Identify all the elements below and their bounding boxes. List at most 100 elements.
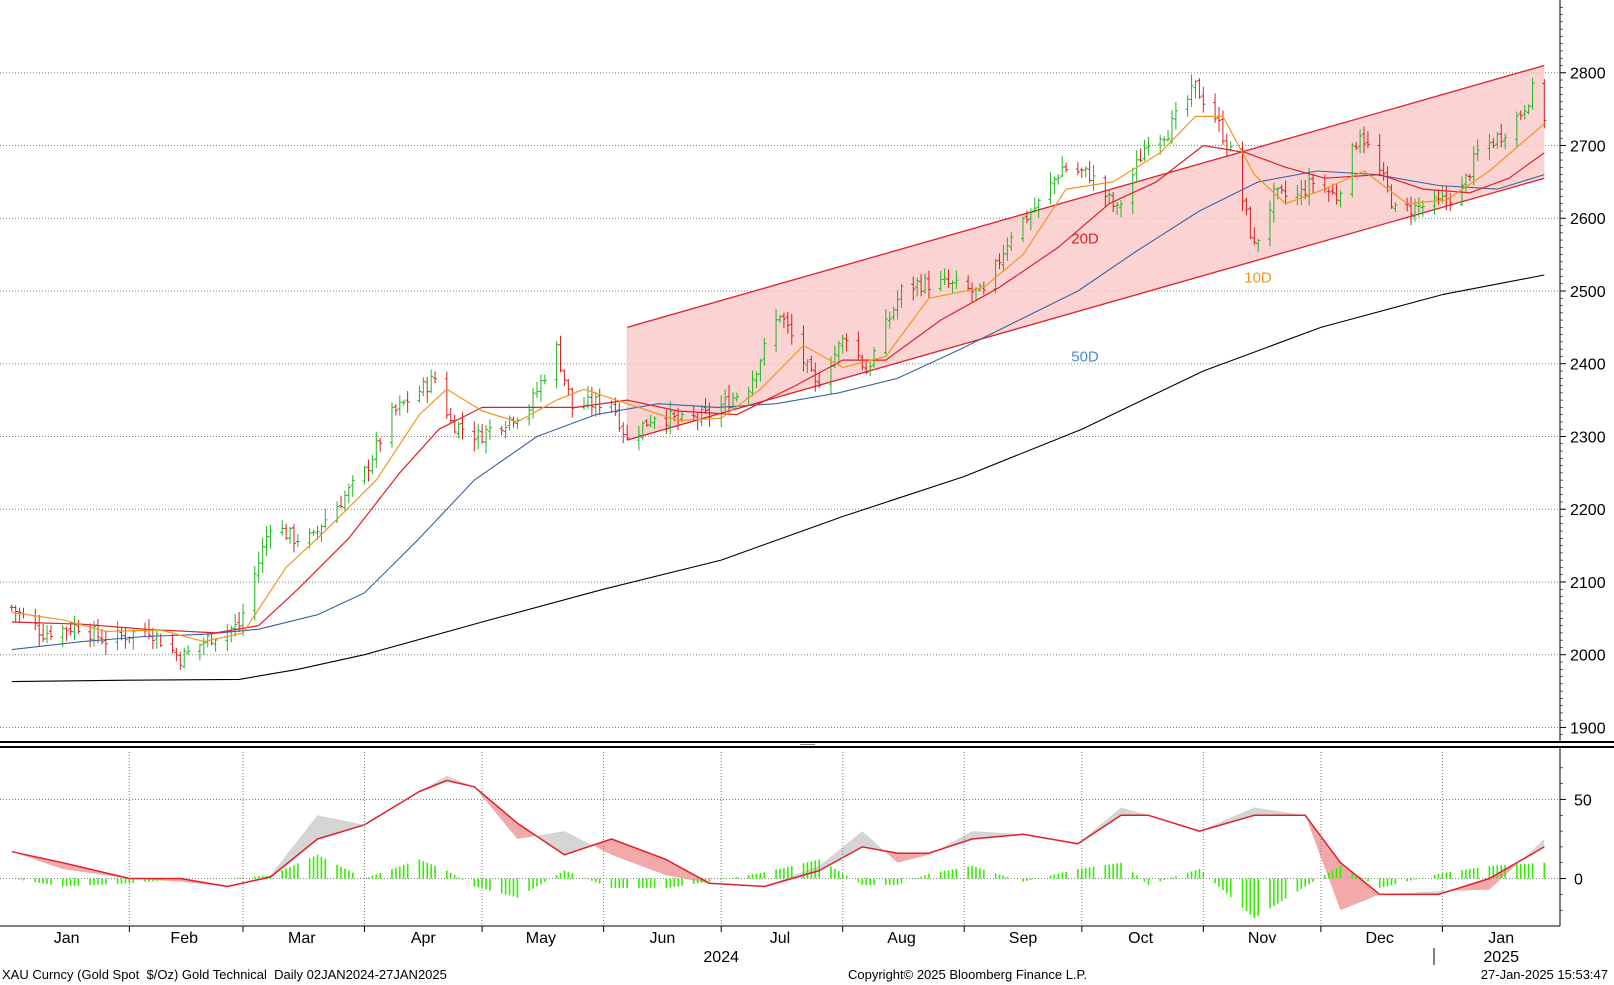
ohlc-bar <box>1381 162 1386 181</box>
ohlc-bar <box>1487 133 1492 160</box>
ohlc-bar <box>507 415 512 431</box>
ohlc-bar <box>762 338 767 366</box>
ohlc-bar <box>1432 190 1437 215</box>
ohlc-bar <box>1162 136 1167 147</box>
ohlc-bar <box>1130 167 1135 214</box>
ohlc-bar <box>1052 176 1057 195</box>
ohlc-bar <box>1362 126 1367 154</box>
ohlc-bar <box>938 270 943 292</box>
ribbon-bear-segment <box>133 878 228 887</box>
ohlc-bar <box>154 630 159 649</box>
ohlc-bar <box>268 524 273 549</box>
ohlc-bar <box>405 390 410 413</box>
x-month-label: Jan <box>1488 930 1514 947</box>
ohlc-bar <box>197 643 202 661</box>
ohlc-bar <box>476 423 481 450</box>
ohlc-bar <box>433 371 438 384</box>
ohlc-bar <box>750 370 755 397</box>
ohlc-bar <box>1032 197 1037 213</box>
ohlc-bar <box>1283 180 1288 205</box>
x-month-label: Mar <box>288 930 316 947</box>
ohlc-bar <box>1216 106 1221 132</box>
ohlc-bar <box>621 422 626 444</box>
ohlc-bar <box>691 405 696 421</box>
ohlc-bar <box>840 334 845 354</box>
ohlc-bar <box>1079 167 1084 179</box>
ohlc-bar <box>817 372 822 389</box>
ohlc-bar <box>319 524 324 543</box>
ohlc-bar <box>417 385 422 403</box>
channel-fill <box>627 65 1545 441</box>
ohlc-bar <box>868 361 873 377</box>
ribbon-bull-segment <box>1379 890 1451 895</box>
ohlc-bar <box>554 341 559 389</box>
ohlc-bar <box>1295 185 1300 206</box>
ohlc-bar <box>350 475 355 497</box>
ohlc-bar <box>1338 190 1343 208</box>
ohlc-bar <box>1460 176 1465 207</box>
ohlc-bar <box>499 426 504 436</box>
ohlc-bar <box>288 526 293 544</box>
price-y-tick-label: 2500 <box>1570 284 1606 301</box>
ohlc-bar <box>17 607 22 622</box>
ohlc-bar <box>625 424 630 441</box>
ohlc-bar <box>1103 175 1108 208</box>
ohlc-bar <box>339 495 344 509</box>
ohlc-bar <box>401 399 406 406</box>
ohlc-bar <box>1138 148 1143 163</box>
ohlc-bar <box>37 614 42 647</box>
ohlc-bar <box>1075 162 1080 176</box>
ohlc-bar <box>1244 197 1249 216</box>
ohlc-bar <box>1365 131 1370 149</box>
ohlc-bar <box>511 416 516 428</box>
ohlc-bar <box>836 340 841 366</box>
ohlc-bar <box>1021 216 1026 243</box>
ohlc-bar <box>734 392 739 402</box>
ohlc-bar <box>448 407 453 423</box>
ohlc-bar <box>1416 197 1421 218</box>
ohlc-bar <box>723 389 728 412</box>
ohlc-bar <box>264 526 269 556</box>
ma200-line <box>11 274 1545 683</box>
ohlc-bar <box>291 524 296 553</box>
ohlc-bar <box>295 533 300 548</box>
ohlc-bar <box>1409 196 1414 226</box>
price-y-tick-label: 2200 <box>1570 502 1606 519</box>
ma20-line <box>11 144 1545 634</box>
ohlc-bar <box>1064 162 1069 173</box>
ohlc-bar <box>813 362 818 392</box>
ohlc-bar <box>562 369 567 386</box>
ohlc-bar <box>186 645 191 656</box>
price-y-tick-label: 2300 <box>1570 429 1606 446</box>
ohlc-bar <box>1115 201 1120 216</box>
ohlc-bar <box>585 386 590 409</box>
x-month-label: Apr <box>411 930 437 947</box>
ohlc-bar <box>954 270 959 289</box>
ohlc-bar <box>911 276 916 301</box>
ohlc-bar <box>178 651 183 670</box>
ohlc-bar <box>515 417 520 430</box>
channel-lower-line <box>626 177 1545 441</box>
ohlc-bar <box>1354 141 1359 151</box>
ohlc-bar <box>582 397 587 410</box>
ohlc-bar <box>1158 134 1163 155</box>
ohlc-bar <box>260 537 265 573</box>
x-month-label: Nov <box>1248 930 1276 947</box>
ohlc-bar <box>923 273 928 295</box>
ohlc-bar <box>809 355 814 372</box>
ohlc-bar <box>99 629 104 645</box>
ohlc-bar <box>346 483 351 504</box>
ribbon-bull-segment <box>936 807 1310 851</box>
ohlc-bar <box>950 280 955 293</box>
ohlc-bar <box>9 604 14 612</box>
x-month-label: Aug <box>887 930 915 947</box>
ohlc-bar <box>774 309 779 353</box>
ohlc-bar <box>1522 105 1527 120</box>
price-y-tick-label: 2600 <box>1570 211 1606 228</box>
oscillator-y-tick-label: 50 <box>1574 792 1592 809</box>
ohlc-bar <box>95 619 100 643</box>
ohlc-bar <box>785 312 790 334</box>
ohlc-bar <box>1189 74 1194 107</box>
ohlc-bar <box>252 566 257 621</box>
ohlc-bar <box>1024 210 1029 224</box>
